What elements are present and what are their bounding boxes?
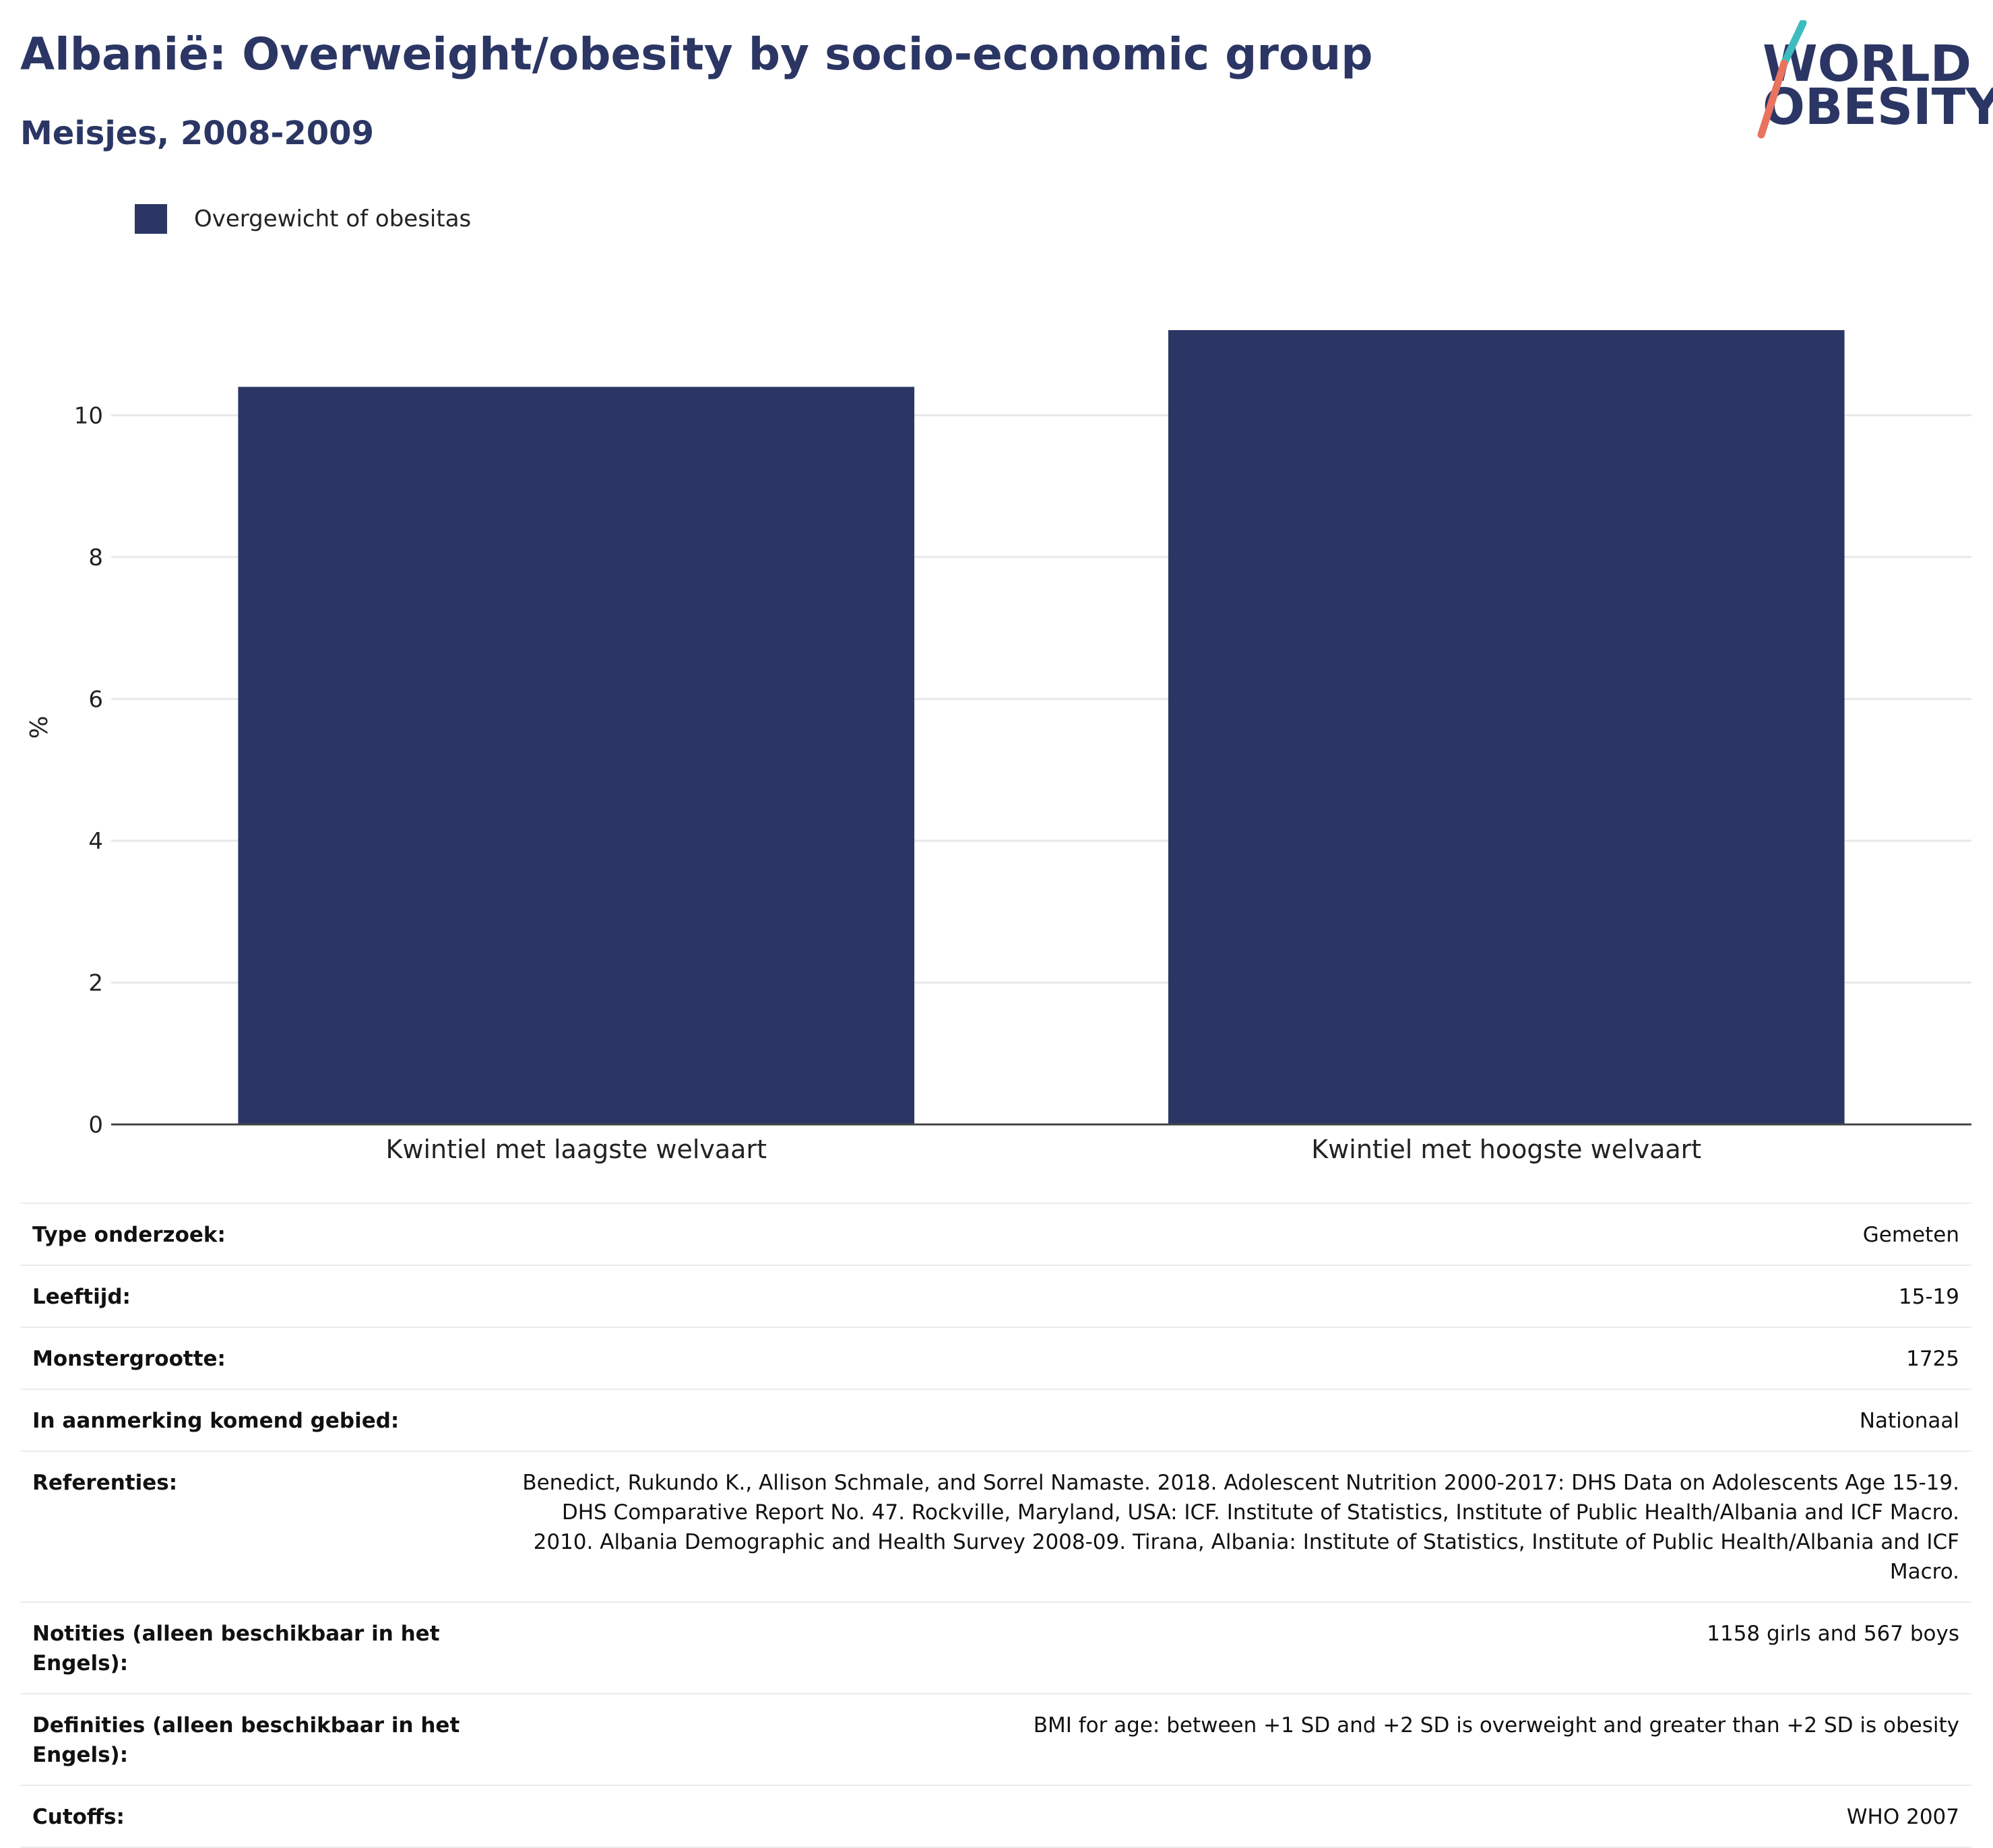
bar [238, 387, 915, 1124]
info-key: Referenties: [20, 1451, 477, 1602]
info-row: Cutoffs: WHO 2007 [20, 1785, 1971, 1848]
info-key: In aanmerking komend gebied: [20, 1389, 477, 1451]
info-row: Referenties: Benedict, Rukundo K., Allis… [20, 1451, 1971, 1602]
info-key: Cutoffs: [20, 1785, 477, 1848]
world-obesity-logo: WORLD OBESITY [1752, 20, 1993, 141]
info-key: Definities (alleen beschikbaar in het En… [20, 1693, 477, 1785]
info-value: 1158 girls and 567 boys [477, 1601, 1971, 1694]
y-tick-label: 6 [88, 686, 103, 713]
chart-subtitle: Meisjes, 2008-2009 [20, 115, 374, 152]
survey-info-table: Type onderzoek: Gemeten Leeftijd: 15-19 … [20, 1203, 1971, 1848]
chart-title: Albanië: Overweight/obesity by socio-eco… [20, 28, 1373, 80]
info-value: Gemeten [477, 1203, 1971, 1265]
bar [1168, 330, 1845, 1124]
info-row: In aanmerking komend gebied: Nationaal [20, 1389, 1971, 1451]
logo-line-1: WORLD [1763, 35, 1972, 93]
y-tick-label: 8 [88, 544, 103, 571]
logo-line-2: OBESITY [1763, 78, 1993, 136]
info-value: BMI for age: between +1 SD and +2 SD is … [477, 1693, 1971, 1785]
info-value: 15-19 [477, 1265, 1971, 1327]
info-value: Nationaal [477, 1389, 1971, 1451]
info-value: WHO 2007 [477, 1785, 1971, 1848]
y-tick-label: 4 [88, 828, 103, 855]
y-tick-label: 2 [88, 969, 103, 996]
y-tick-label: 10 [74, 402, 103, 429]
y-axis-title: % [26, 715, 53, 738]
info-key: Type onderzoek: [20, 1203, 477, 1265]
bar-chart: 0 2 4 6 8 10% Kwintiel met laagste welvaart Kwi… [26, 330, 1971, 1164]
info-value: Benedict, Rukundo K., Allison Schmale, a… [477, 1451, 1971, 1602]
info-row: Notities (alleen beschikbaar in het Enge… [20, 1601, 1971, 1694]
info-value: 1725 [477, 1327, 1971, 1389]
legend-swatch [135, 204, 167, 234]
x-tick-label: Kwintiel met hoogste welvaart [1311, 1135, 1701, 1164]
info-row: Monstergrootte: 1725 [20, 1327, 1971, 1389]
logo-slash-icon [1757, 20, 1807, 139]
info-row: Definities (alleen beschikbaar in het En… [20, 1693, 1971, 1785]
y-tick-label: 0 [88, 1112, 103, 1139]
info-row: Type onderzoek: Gemeten [20, 1203, 1971, 1265]
info-key: Leeftijd: [20, 1265, 477, 1327]
info-key: Monstergrootte: [20, 1327, 477, 1389]
legend: Overgewicht of obesitas [135, 202, 471, 236]
legend-label: Overgewicht of obesitas [194, 205, 472, 232]
info-row: Leeftijd: 15-19 [20, 1265, 1971, 1327]
x-tick-label: Kwintiel met laagste welvaart [386, 1135, 767, 1164]
info-key: Notities (alleen beschikbaar in het Enge… [20, 1601, 477, 1694]
